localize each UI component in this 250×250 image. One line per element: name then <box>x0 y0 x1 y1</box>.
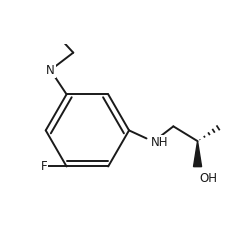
Text: NH: NH <box>150 136 168 149</box>
Text: F: F <box>40 160 47 173</box>
Text: OH: OH <box>199 172 217 185</box>
Text: N: N <box>46 64 55 76</box>
Polygon shape <box>194 141 202 167</box>
